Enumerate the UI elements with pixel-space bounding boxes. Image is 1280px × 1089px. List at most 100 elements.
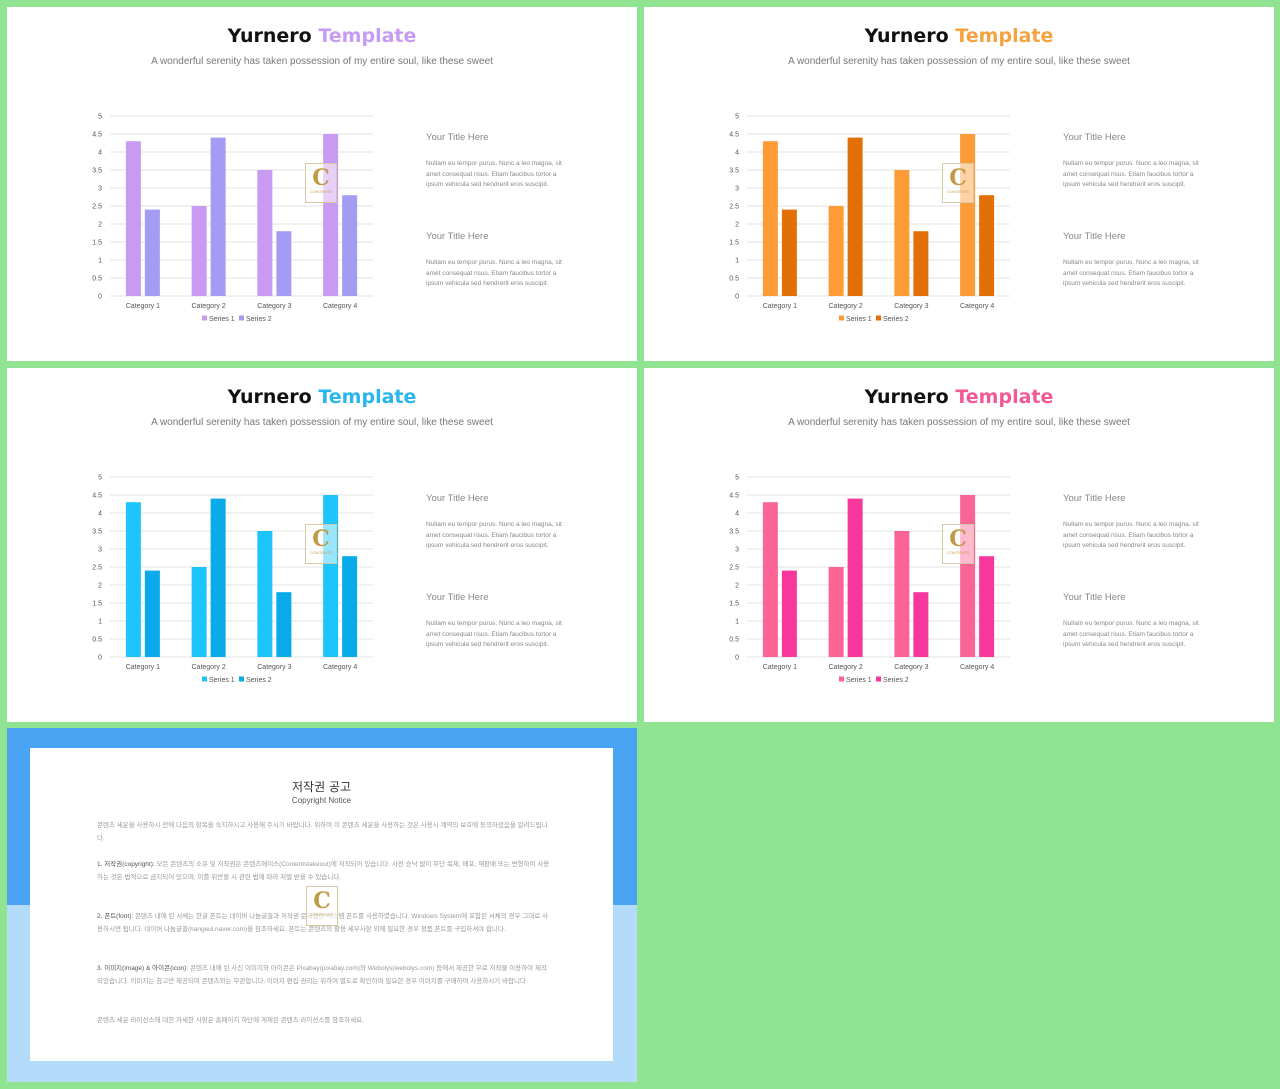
- bar: [960, 134, 976, 296]
- slide-title: Yurnero Template: [227, 386, 417, 408]
- x-tick-label: Category 3: [894, 664, 928, 671]
- y-tick-label: 2: [735, 583, 739, 590]
- y-tick-label: 4.5: [92, 493, 102, 500]
- slide-title: Yurnero Template: [227, 25, 417, 47]
- x-tick-label: Category 1: [126, 303, 160, 310]
- legend-swatch: [239, 676, 244, 682]
- legend-swatch: [839, 315, 844, 321]
- y-tick-label: 3.5: [92, 529, 102, 536]
- x-tick-label: Category 2: [192, 303, 226, 310]
- watermark-logo: C CONTENTS: [305, 524, 337, 564]
- bar: [257, 531, 273, 657]
- bar: [342, 556, 358, 657]
- bar: [894, 170, 910, 296]
- x-tick-label: Category 2: [192, 664, 226, 671]
- side-title-1: Your Title Here: [1063, 493, 1126, 504]
- x-tick-label: Category 3: [894, 303, 928, 310]
- slide-subtitle: A wonderful serenity has taken possessio…: [151, 56, 493, 67]
- x-tick-label: Category 2: [829, 664, 863, 671]
- x-tick-label: Category 1: [126, 664, 160, 671]
- bar: [323, 495, 339, 657]
- y-tick-label: 2.5: [729, 565, 739, 572]
- y-tick-label: 4.5: [729, 493, 739, 500]
- y-tick-label: 0.5: [729, 637, 739, 644]
- copyright-outro: 콘텐츠 세운 라이선스에 대한 자세한 사항은 홈페이지 하단에 게재된 콘텐츠…: [97, 1017, 364, 1024]
- bar: [913, 592, 929, 657]
- bar: [276, 231, 292, 296]
- slide-subtitle: A wonderful serenity has taken possessio…: [788, 417, 1130, 428]
- side-body-2: Nullam eu tempor purus. Nunc a leo magna…: [426, 259, 562, 287]
- x-tick-label: Category 4: [960, 303, 994, 310]
- legend-label: Series 2: [883, 677, 909, 684]
- side-body-1: Nullam eu tempor purus. Nunc a leo magna…: [1063, 160, 1199, 188]
- bar: [210, 498, 226, 657]
- bar: [125, 141, 141, 296]
- legend-label: Series 1: [209, 677, 235, 684]
- copyright-item: 2. 폰트(font): 콘텐츠 내에 된 서체는 한글 폰트는 네이버 나눔글…: [97, 913, 549, 933]
- x-tick-label: Category 1: [763, 664, 797, 671]
- y-tick-label: 3: [735, 186, 739, 193]
- bar-chart: 0 0.5 1 1.5 2 2.5 3 3.5 4 4.5 5 Category 1 Category …: [729, 475, 1010, 684]
- y-tick-label: 3.5: [92, 168, 102, 175]
- legend-label: Series 1: [209, 316, 235, 323]
- copyright-subtitle: Copyright Notice: [291, 796, 352, 805]
- bar: [960, 495, 976, 657]
- y-tick-label: 5: [98, 114, 102, 121]
- y-tick-label: 3: [98, 547, 102, 554]
- side-title-2: Your Title Here: [426, 231, 489, 242]
- bar: [781, 209, 797, 296]
- slide-blue: Yurnero Template A wonderful serenity ha…: [7, 368, 637, 722]
- slide-title: Yurnero Template: [864, 386, 1054, 408]
- side-title-1: Your Title Here: [426, 132, 489, 143]
- slide-subtitle: A wonderful serenity has taken possessio…: [788, 56, 1130, 67]
- bar: [979, 556, 995, 657]
- y-tick-label: 4.5: [729, 132, 739, 139]
- y-tick-label: 0.5: [92, 637, 102, 644]
- y-tick-label: 1: [98, 619, 102, 626]
- y-tick-label: 4: [98, 511, 102, 518]
- x-tick-label: Category 3: [257, 664, 291, 671]
- y-tick-label: 1.5: [729, 240, 739, 247]
- y-tick-label: 1: [98, 258, 102, 265]
- side-body-1: Nullam eu tempor purus. Nunc a leo magna…: [426, 521, 562, 549]
- side-title-2: Your Title Here: [1063, 231, 1126, 242]
- x-tick-label: Category 4: [960, 664, 994, 671]
- y-tick-label: 0.5: [92, 276, 102, 283]
- y-tick-label: 2.5: [92, 565, 102, 572]
- bar: [828, 206, 844, 296]
- bar: [191, 206, 207, 296]
- side-body-2: Nullam eu tempor purus. Nunc a leo magna…: [1063, 259, 1199, 287]
- bar: [847, 498, 863, 657]
- legend-swatch: [876, 315, 881, 321]
- copyright-item: 3. 이미지(image) & 아이콘(icon): 콘텐츠 내에 된 사진 이…: [97, 965, 547, 985]
- slide-purple: Yurnero Template A wonderful serenity ha…: [7, 7, 637, 361]
- y-tick-label: 1: [735, 258, 739, 265]
- y-tick-label: 2: [98, 222, 102, 229]
- y-tick-label: 1.5: [92, 601, 102, 608]
- bar-chart: 0 0.5 1 1.5 2 2.5 3 3.5 4 4.5 5 Category 1 Category …: [92, 475, 373, 684]
- side-title-2: Your Title Here: [1063, 592, 1126, 603]
- bar: [847, 137, 863, 296]
- bar: [257, 170, 273, 296]
- bar: [144, 570, 160, 657]
- x-tick-label: Category 4: [323, 303, 357, 310]
- y-tick-label: 5: [98, 475, 102, 482]
- y-tick-label: 2.5: [92, 204, 102, 211]
- copyright-title: 저작권 공고: [291, 780, 351, 794]
- legend-label: Series 2: [246, 677, 272, 684]
- legend-swatch: [202, 315, 207, 321]
- y-tick-label: 1.5: [92, 240, 102, 247]
- y-tick-label: 4.5: [92, 132, 102, 139]
- legend-swatch: [202, 676, 207, 682]
- y-tick-label: 2.5: [729, 204, 739, 211]
- copyright-item: 1. 저작권(copyright): 모든 콘텐츠의 소유 및 저작권은 콘텐츠…: [97, 861, 550, 881]
- y-tick-label: 0: [735, 294, 739, 301]
- y-tick-label: 4: [98, 150, 102, 157]
- bar: [276, 592, 292, 657]
- y-tick-label: 5: [735, 475, 739, 482]
- y-tick-label: 2: [735, 222, 739, 229]
- x-tick-label: Category 4: [323, 664, 357, 671]
- slide-pink: Yurnero Template A wonderful serenity ha…: [644, 368, 1274, 722]
- bar: [762, 502, 778, 657]
- bar: [894, 531, 910, 657]
